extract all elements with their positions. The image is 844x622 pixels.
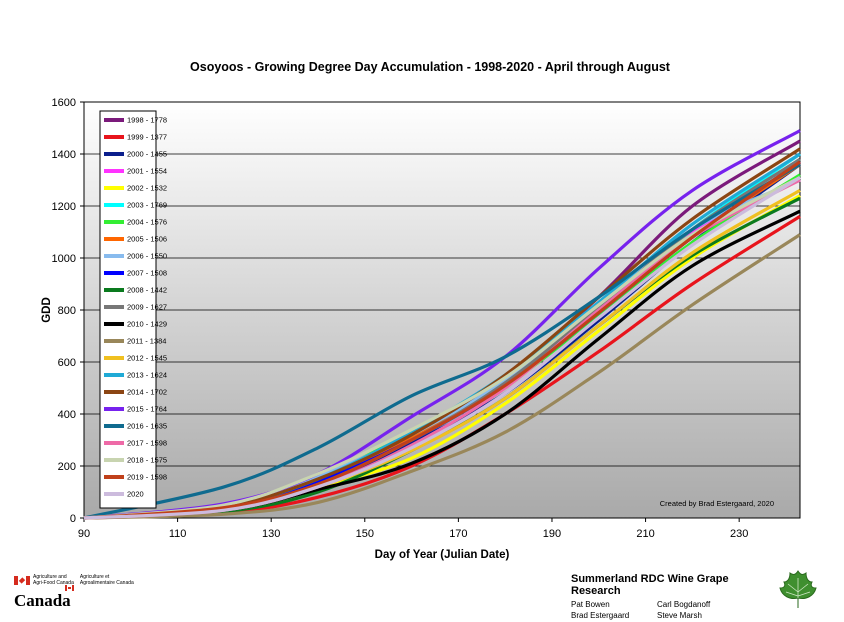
legend: 1998 - 1778 1999 - 1377 2000 - 1455 2001 - … [99,110,167,509]
legend-entry: 2005 - 1506 [127,235,167,244]
aafc-fr-line-2: Agroalimentaire Canada [79,580,134,586]
y-tick-label: 1000 [52,253,76,265]
legend-entry: 2017 - 1598 [127,439,167,448]
researcher-name: Carl Bogdanoff [657,600,711,609]
legend-entry: 1998 - 1778 [127,116,167,125]
research-credits: Summerland RDC Wine Grape Research Pat B… [571,573,781,621]
legend-entry: 2008 - 1442 [127,286,167,295]
canada-flag-icon [14,576,30,585]
axes: 0 200 400 600 800 1000 1200 1400 1600 90 110 130 150… [52,97,749,540]
research-title: Summerland RDC Wine Grape Research [571,573,729,597]
x-tick-label: 130 [262,528,280,540]
researcher-name: Steve Marsh [657,611,702,620]
annotation-credit: Created by Brad Estergaard, 2020 [660,499,774,508]
legend-entry: 2002 - 1532 [127,184,167,193]
series-line [83,175,801,520]
legend-entry: 2016 - 1635 [127,422,167,431]
aafc-logo: Agriculture and Agri-Food Canada Agricult… [14,574,174,614]
y-tick-label: 0 [70,513,76,525]
legend-entry: 2000 - 1455 [127,150,167,159]
legend-entry: 2020 [127,490,144,499]
aafc-en-line-2: Agri-Food Canada [33,580,74,586]
x-tick-label: 110 [169,528,187,540]
researcher-name: Pat Bowen [571,600,610,609]
series-lines [83,129,801,520]
aafc-en-line-1: Agriculture and [33,574,67,580]
legend-entry: 2004 - 1576 [127,218,167,227]
x-tick-label: 170 [449,528,467,540]
y-tick-label: 600 [58,357,76,369]
legend-entry: 2015 - 1764 [127,405,167,414]
x-tick-label: 150 [356,528,374,540]
gridlines [84,153,800,467]
chart-title: Osoyoos - Growing Degree Day Accumulatio… [190,60,671,74]
series-line [83,163,801,520]
y-axis-label: GDD [41,297,53,323]
legend-entry: 2001 - 1554 [127,167,167,176]
y-tick-label: 200 [58,461,76,473]
legend-entry: 2013 - 1624 [127,371,167,380]
y-tick-label: 1600 [52,97,76,109]
grape-leaf-icon [779,570,817,608]
series-line [83,176,801,520]
series-line [83,160,801,520]
legend-entry: 2014 - 1702 [127,388,167,397]
researcher-name: Brad Estergaard [571,611,630,620]
x-tick-label: 90 [78,528,90,540]
legend-entry: 2010 - 1429 [127,320,167,329]
canada-wordmark: Canada [14,585,74,611]
legend-entry: 2007 - 1508 [127,269,167,278]
aafc-fr-line-1: Agriculture et [79,574,110,580]
y-tick-label: 800 [58,305,76,317]
legend-entry: 1999 - 1377 [127,133,167,142]
legend-entry: 2009 - 1627 [127,303,167,312]
legend-entry: 2011 - 1384 [127,337,166,346]
x-tick-label: 190 [543,528,561,540]
x-axis-label: Day of Year (Julian Date) [375,549,510,561]
wordmark-flag-icon [64,585,74,591]
y-tick-label: 1200 [52,201,76,213]
legend-entry: 2019 - 1598 [127,473,167,482]
legend-entry: 2006 - 1550 [127,252,167,261]
legend-entry: 2003 - 1769 [127,201,167,210]
legend-entry: 2018 - 1575 [127,456,167,465]
y-tick-label: 400 [58,409,76,421]
series-line [83,233,801,520]
x-tick-label: 210 [636,528,654,540]
x-tick-label: 230 [730,528,748,540]
legend-entry: 2012 - 1545 [127,354,167,363]
y-tick-label: 1400 [52,149,76,161]
